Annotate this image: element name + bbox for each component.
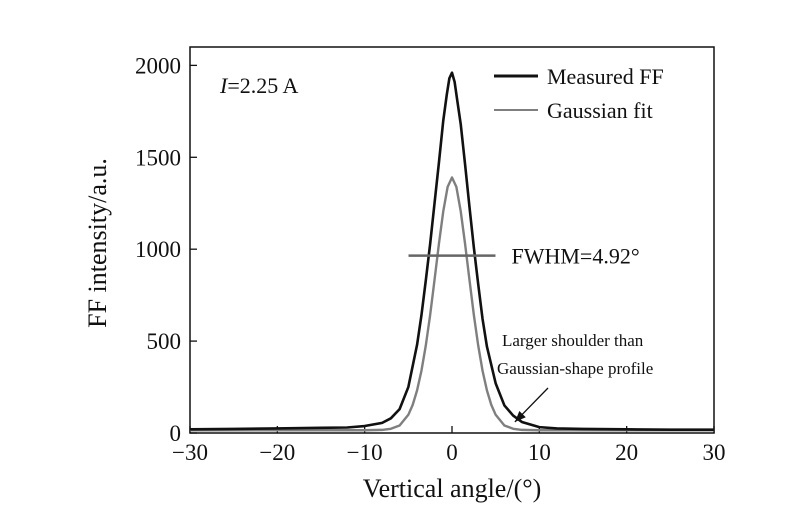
shoulder-arrowhead xyxy=(514,410,526,422)
y-tick-label: 2000 xyxy=(135,53,181,78)
y-axis-title: FF intensity/a.u. xyxy=(83,158,112,328)
y-tick-label: 1000 xyxy=(135,237,181,262)
x-tick-label: 30 xyxy=(703,440,726,465)
condition-variable: I xyxy=(219,73,229,98)
y-tick-label: 500 xyxy=(147,329,182,354)
y-tick-label: 1500 xyxy=(135,145,181,170)
legend-label-measured: Measured FF xyxy=(547,64,664,89)
legend-label-gaussian: Gaussian fit xyxy=(547,98,653,123)
x-tick-label: 10 xyxy=(528,440,551,465)
x-axis-title: Vertical angle/(°) xyxy=(363,474,542,503)
x-tick-label: 0 xyxy=(446,440,458,465)
shoulder-note-line-2: Gaussian-shape profile xyxy=(497,359,653,378)
x-tick-label: −10 xyxy=(347,440,383,465)
condition-value: =2.25 A xyxy=(227,73,298,98)
annotations: I=2.25 A FWHM=4.92° Larger shoulder than… xyxy=(219,73,653,423)
x-tick-label: −20 xyxy=(259,440,295,465)
x-tick-label: −30 xyxy=(172,440,208,465)
x-tick-label: 20 xyxy=(615,440,638,465)
y-tick-label: 0 xyxy=(170,421,182,446)
legend: Measured FF Gaussian fit xyxy=(494,64,664,123)
series-line-gaussian xyxy=(190,176,714,432)
fwhm-label: FWHM=4.92° xyxy=(511,244,639,269)
x-axis: −30 −20 −10 0 10 20 30 xyxy=(172,426,726,465)
condition-label: I=2.25 A xyxy=(219,73,299,98)
shoulder-note-line-1: Larger shoulder than xyxy=(502,331,644,350)
y-axis: 0 500 1000 1500 2000 xyxy=(135,53,197,446)
